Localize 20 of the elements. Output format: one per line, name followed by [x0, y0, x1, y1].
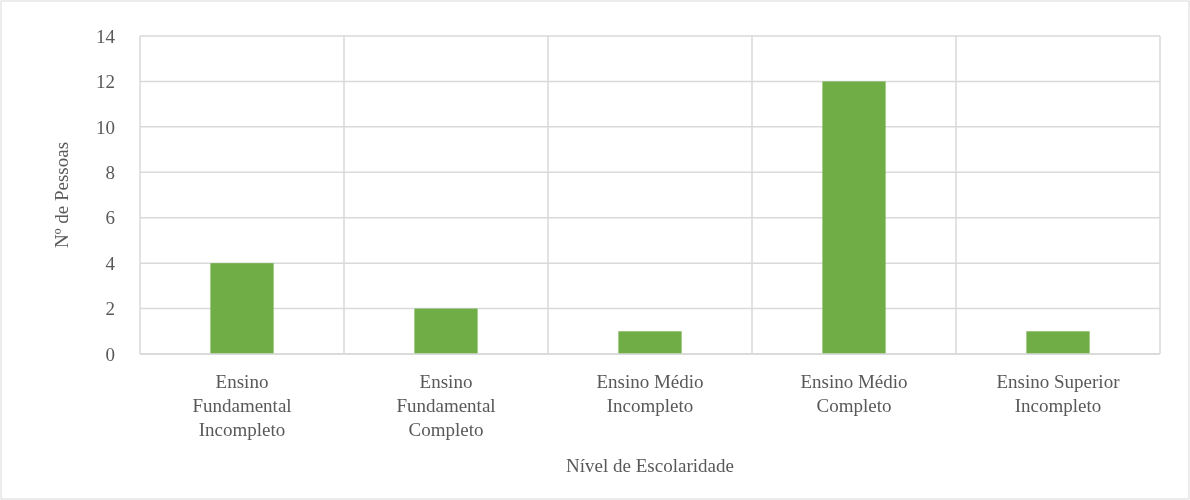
y-tick-label: 2 — [105, 298, 115, 320]
x-tick-label: Ensino Médio Incompleto — [596, 371, 704, 416]
y-tick-label: 4 — [105, 252, 116, 274]
bar — [1026, 331, 1090, 354]
y-tick-label: 12 — [96, 71, 115, 93]
x-axis-title: Nível de Escolaridade — [566, 455, 734, 476]
bar — [210, 263, 274, 354]
bar — [822, 81, 886, 354]
y-tick-label: 14 — [96, 25, 116, 47]
y-tick-label: 8 — [105, 161, 115, 183]
y-tick-label: 0 — [105, 343, 115, 365]
x-tick-label: Ensino Fundamental Completo — [396, 371, 496, 440]
y-axis-title: Nº de Pessoas — [51, 141, 72, 249]
bar — [414, 308, 478, 354]
x-tick-label: Ensino Fundamental Incompleto — [192, 371, 292, 440]
x-tick-label: Ensino Médio Completo — [800, 371, 908, 416]
x-tick-label: Ensino Superior Incompleto — [996, 371, 1121, 416]
bar — [618, 331, 682, 354]
y-tick-label: 10 — [96, 116, 115, 138]
y-tick-label: 6 — [105, 207, 115, 229]
